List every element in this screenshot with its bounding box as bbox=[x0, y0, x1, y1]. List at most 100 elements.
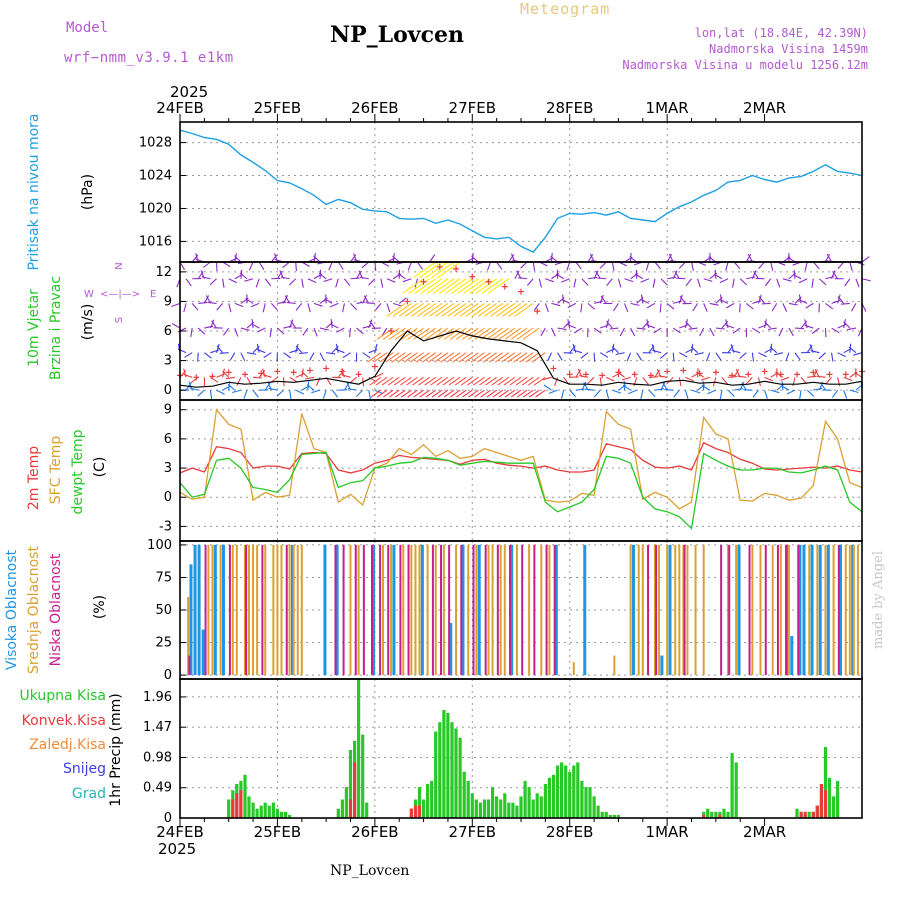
wind-arrow bbox=[640, 278, 650, 283]
wind-arrow bbox=[408, 278, 430, 294]
wind-arrow bbox=[547, 352, 552, 362]
precip-total-bar bbox=[588, 787, 592, 818]
wind-arrow bbox=[413, 389, 424, 398]
wind-arrow bbox=[284, 295, 291, 304]
wind-arrow bbox=[410, 302, 430, 317]
wind-arrow bbox=[562, 294, 565, 304]
wind-arrow bbox=[529, 389, 540, 398]
wind-arrow bbox=[415, 352, 430, 363]
wind-arrow bbox=[482, 352, 497, 363]
wind-arrow bbox=[719, 299, 729, 304]
precip-total-bar bbox=[336, 808, 340, 818]
wind-arrow bbox=[642, 376, 649, 385]
wind-arrow bbox=[855, 278, 860, 288]
wind-arrow bbox=[826, 253, 833, 263]
wind-arrow bbox=[480, 389, 491, 398]
wind-axis-unit: (m/s) bbox=[80, 304, 96, 341]
wind-arrow bbox=[388, 327, 406, 340]
grid-lines bbox=[180, 122, 862, 819]
wind-arrow bbox=[599, 352, 609, 358]
wind-arrow bbox=[593, 389, 601, 398]
wind-arrow bbox=[489, 302, 510, 317]
wind-arrow bbox=[256, 348, 266, 354]
precip-total-bar bbox=[263, 802, 267, 818]
wind-arrow bbox=[255, 278, 260, 288]
wind-arrow bbox=[434, 352, 449, 363]
wind-arrow bbox=[365, 302, 375, 304]
wind-arrow bbox=[229, 352, 236, 361]
y-tick-label: 9 bbox=[164, 403, 172, 418]
precip-total-bar bbox=[279, 811, 284, 818]
wind-axis-name-1: 10m Vjetar bbox=[26, 289, 42, 367]
wind-arrow bbox=[483, 302, 504, 317]
precip-total-bar bbox=[243, 774, 247, 818]
wind-arrow bbox=[447, 302, 467, 317]
wind-arrow bbox=[356, 270, 362, 280]
precip-total-bar bbox=[450, 722, 454, 818]
precip-total-bar bbox=[357, 679, 361, 818]
wind-arrow bbox=[477, 302, 497, 317]
wind-arrow bbox=[397, 272, 406, 280]
wind-arrow bbox=[190, 376, 199, 384]
wind-arrow bbox=[369, 320, 376, 329]
x-tick-label-top: 27FEB bbox=[449, 99, 496, 117]
temperature-line bbox=[179, 408, 863, 510]
wind-arrow bbox=[403, 352, 418, 363]
wind-gust-marker bbox=[615, 369, 622, 376]
wind-arrow bbox=[533, 376, 546, 386]
wind-arrow bbox=[395, 389, 406, 398]
wind-arrow bbox=[514, 270, 520, 280]
wind-arrow bbox=[398, 302, 418, 317]
wind-arrow bbox=[787, 256, 796, 263]
precip-total-bar bbox=[478, 802, 482, 818]
wind-arrow bbox=[318, 272, 327, 280]
wind-arrow bbox=[531, 352, 546, 363]
precip-convective-bar bbox=[353, 762, 357, 818]
wind-arrow bbox=[561, 298, 570, 304]
wind-arrow bbox=[476, 352, 491, 363]
wind-arrow bbox=[849, 389, 859, 394]
precip-total-bar bbox=[482, 799, 487, 818]
wind-gust-marker bbox=[258, 370, 265, 377]
wind-arrow bbox=[307, 303, 311, 313]
chart-marks bbox=[171, 129, 871, 818]
precip-total-bar bbox=[568, 771, 572, 818]
precip-total-bar bbox=[507, 802, 511, 818]
wind-arrow bbox=[560, 390, 565, 400]
wind-arrow bbox=[486, 261, 492, 271]
precip-total-bar bbox=[491, 787, 495, 818]
wind-arrow bbox=[745, 253, 752, 263]
wind-arrow bbox=[368, 390, 371, 400]
wind-arrow bbox=[532, 261, 536, 271]
wind-arrow bbox=[726, 302, 735, 309]
wind-arrow bbox=[798, 278, 808, 284]
wind-arrow bbox=[426, 278, 449, 294]
wind-arrow bbox=[819, 278, 827, 286]
cloud-axis-low: Niska Oblacnost bbox=[48, 553, 64, 666]
y-tick-label: 25 bbox=[155, 636, 172, 651]
wind-arrow bbox=[301, 278, 304, 288]
wind-arrow bbox=[398, 297, 407, 304]
wind-arrow bbox=[567, 302, 577, 309]
precip-total-bar bbox=[446, 713, 450, 818]
wind-arrow bbox=[392, 255, 400, 263]
wind-arrow bbox=[786, 389, 796, 395]
wind-arrow bbox=[295, 261, 297, 272]
cloud-axis-unit: (%) bbox=[92, 595, 108, 619]
wind-arrow bbox=[612, 303, 619, 312]
wind-arrow bbox=[804, 324, 814, 329]
wind-arrow bbox=[752, 389, 759, 398]
wind-arrow bbox=[769, 346, 778, 354]
wind-arrow bbox=[773, 352, 783, 356]
wind-arrow bbox=[381, 327, 388, 336]
wind-arrow bbox=[463, 278, 485, 294]
wind-arrow bbox=[745, 376, 753, 385]
wind-arrow bbox=[658, 375, 668, 378]
wind-arrow bbox=[209, 278, 217, 286]
wind-arrow bbox=[626, 352, 632, 362]
precip-total-bar bbox=[519, 796, 523, 818]
wind-arrow bbox=[813, 387, 823, 391]
panel-frame-temperature bbox=[179, 399, 863, 542]
precip-convective-bar bbox=[409, 808, 413, 818]
wind-arrow bbox=[361, 261, 370, 269]
